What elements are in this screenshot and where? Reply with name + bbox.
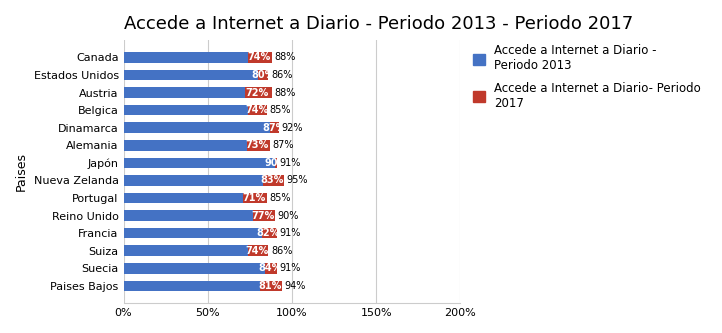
Legend: Accede a Internet a Diario -
Periodo 2013, Accede a Internet a Diario- Periodo
2: Accede a Internet a Diario - Periodo 201… [470,41,705,113]
Text: 95%: 95% [286,175,308,185]
Bar [245,87,271,98]
Text: 74%: 74% [245,246,269,256]
Bar [248,52,271,63]
Text: 74%: 74% [245,105,268,115]
Text: 88%: 88% [274,88,296,98]
Bar [275,158,277,168]
Bar [123,158,275,168]
Text: 82%: 82% [257,228,280,238]
Bar [246,140,270,151]
Text: 77%: 77% [251,210,274,220]
Bar [265,263,277,274]
Bar [258,70,269,80]
Text: 86%: 86% [271,70,292,80]
Text: 90%: 90% [278,210,299,220]
Bar [123,175,264,186]
Bar [123,140,246,151]
Bar [253,210,275,221]
Text: 72%: 72% [245,88,269,98]
Bar [123,52,248,63]
Bar [248,105,266,115]
Bar [123,70,258,80]
Bar [270,123,279,133]
Text: 85%: 85% [269,105,291,115]
Text: 73%: 73% [245,140,269,150]
Text: 74%: 74% [247,52,271,62]
Bar [123,210,253,221]
Text: 87%: 87% [262,123,286,133]
Y-axis label: Paises: Paises [15,152,28,191]
Text: 71%: 71% [242,193,266,203]
Bar [260,281,282,291]
Text: 91%: 91% [279,263,301,273]
Text: 87%: 87% [273,140,294,150]
Text: 86%: 86% [271,246,292,256]
Text: 90%: 90% [264,158,287,168]
Bar [264,175,284,186]
Bar [123,281,260,291]
Bar [123,105,248,115]
Bar [123,193,243,203]
Text: 83%: 83% [261,175,284,185]
Text: 80%: 80% [251,70,274,80]
Bar [261,228,277,238]
Bar [123,87,245,98]
Text: 91%: 91% [279,228,301,238]
Text: 81%: 81% [258,281,282,291]
Bar [123,228,261,238]
Text: 94%: 94% [284,281,306,291]
Text: 88%: 88% [274,52,296,62]
Bar [123,263,265,274]
Text: 85%: 85% [269,193,291,203]
Text: 92%: 92% [281,123,303,133]
Bar [243,193,266,203]
Text: 84%: 84% [258,263,282,273]
Text: 91%: 91% [279,158,301,168]
Bar [123,245,248,256]
Text: Accede a Internet a Diario - Periodo 2013 - Periodo 2017: Accede a Internet a Diario - Periodo 201… [123,15,632,33]
Bar [248,245,269,256]
Bar [123,123,270,133]
